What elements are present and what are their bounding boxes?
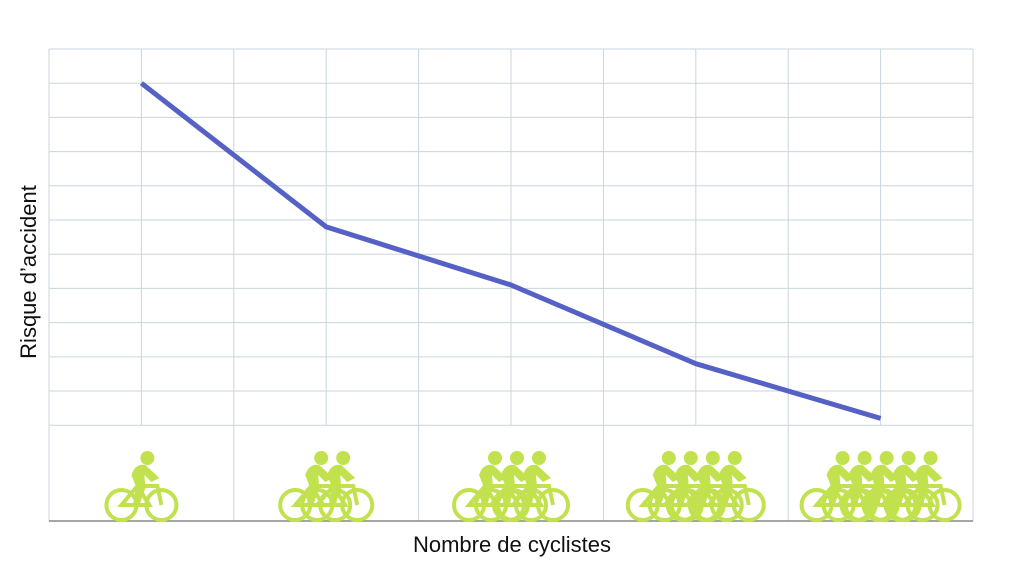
body — [305, 464, 334, 505]
body — [718, 464, 747, 505]
head — [510, 451, 524, 465]
body — [870, 464, 899, 505]
head — [336, 451, 351, 465]
body — [826, 464, 855, 505]
y-axis-label: Risque d’accident — [16, 185, 41, 359]
head — [661, 451, 676, 465]
body — [892, 464, 921, 505]
head — [835, 451, 850, 465]
head — [879, 451, 894, 465]
cyclist — [104, 451, 179, 522]
cyclist — [496, 451, 570, 522]
cyclist-group — [104, 451, 179, 522]
head — [488, 451, 502, 465]
cyclist-group — [452, 451, 570, 522]
body — [674, 464, 703, 505]
body — [327, 464, 356, 505]
body — [914, 464, 943, 505]
x-axis-label: Nombre de cyclistes — [413, 532, 611, 557]
head — [140, 451, 155, 465]
head — [901, 451, 916, 465]
body — [523, 464, 551, 505]
head — [705, 451, 720, 465]
head — [923, 451, 938, 465]
data-line — [139, 81, 882, 421]
cyclist-group — [278, 451, 375, 522]
body — [479, 464, 507, 505]
cyclist-group — [799, 451, 962, 522]
head — [857, 451, 872, 465]
cyclist-group — [625, 451, 766, 522]
head — [314, 451, 329, 465]
head — [532, 451, 546, 465]
body — [501, 464, 529, 505]
body — [848, 464, 877, 505]
body — [131, 464, 160, 505]
cyclist — [691, 451, 766, 522]
cyclist — [887, 451, 962, 522]
head — [727, 451, 742, 465]
body — [696, 464, 725, 505]
body — [652, 464, 681, 505]
head — [683, 451, 698, 465]
cyclist — [300, 451, 375, 522]
